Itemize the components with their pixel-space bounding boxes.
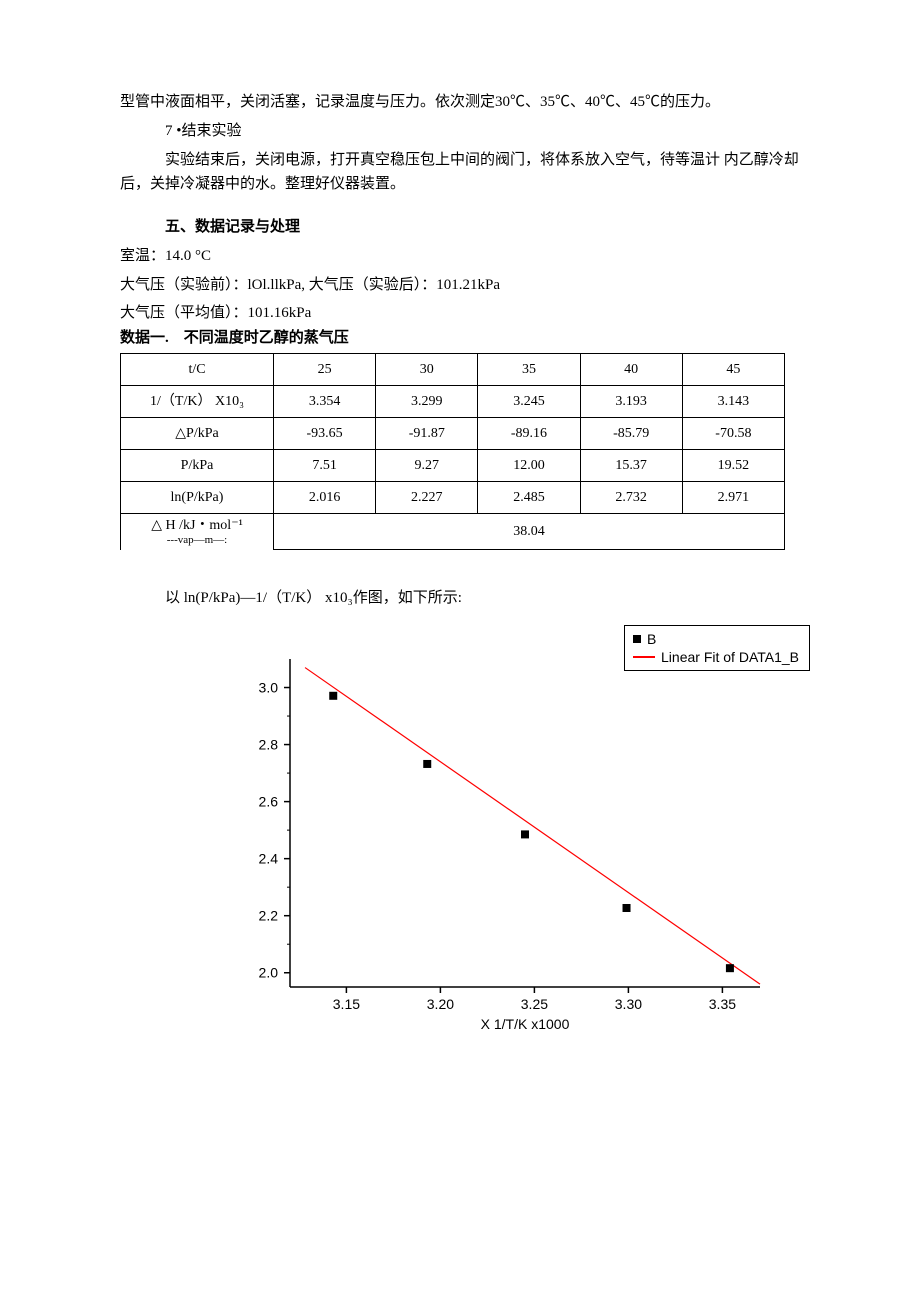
scatter-plot: 2.0 2.2 2.4 2.6 2.8 3.0 3.15 3.20 3.25 3.30 3.35 X … bbox=[220, 639, 780, 1034]
svg-text:3.35: 3.35 bbox=[709, 996, 736, 1012]
table-cell: 1/（T/K） X10₃ bbox=[121, 385, 274, 417]
svg-text:3.0: 3.0 bbox=[259, 679, 279, 695]
legend-line-icon bbox=[633, 656, 655, 658]
table-row: P/kPa7.519.2712.0015.3719.52 bbox=[121, 450, 785, 482]
table-cell: 35 bbox=[478, 353, 580, 385]
table-cell: 2.485 bbox=[478, 482, 580, 514]
table-cell: 9.27 bbox=[376, 450, 478, 482]
svg-text:2.2: 2.2 bbox=[259, 908, 279, 924]
list-item-7-title: 7 •结束实验 bbox=[120, 119, 800, 144]
table-cell: 45 bbox=[682, 353, 784, 385]
table-cell: 30 bbox=[376, 353, 478, 385]
svg-text:2.0: 2.0 bbox=[259, 965, 279, 981]
table-cell: △P/kPa bbox=[121, 417, 274, 449]
chart-legend: B Linear Fit of DATA1_B bbox=[624, 625, 810, 671]
paragraph-continued: 型管中液面相平，关闭活塞，记录温度与压力。依次测定30℃、35℃、40℃、45℃… bbox=[120, 90, 800, 115]
table-cell: 19.52 bbox=[682, 450, 784, 482]
table-caption: 数据一. 不同温度时乙醇的蒸气压 bbox=[120, 326, 800, 351]
svg-text:3.30: 3.30 bbox=[615, 996, 642, 1012]
table-cell: 25 bbox=[274, 353, 376, 385]
svg-text:3.25: 3.25 bbox=[521, 996, 548, 1012]
pressure-line: 大气压（实验前）：lOl.llkPa, 大气压（实验后）：101.21kPa bbox=[120, 273, 800, 298]
table-cell: 15.37 bbox=[580, 450, 682, 482]
room-temp-line: 室温：14.0 °C bbox=[120, 244, 800, 269]
table-cell: 3.245 bbox=[478, 385, 580, 417]
table-cell: 40 bbox=[580, 353, 682, 385]
svg-text:X 1/T/K x1000: X 1/T/K x1000 bbox=[481, 1016, 570, 1032]
table-cell: 3.193 bbox=[580, 385, 682, 417]
table-cell: 2.016 bbox=[274, 482, 376, 514]
svg-text:2.8: 2.8 bbox=[259, 737, 279, 753]
table-cell: -70.58 bbox=[682, 417, 784, 449]
table-cell: t/C bbox=[121, 353, 274, 385]
table-row: ln(P/kPa)2.0162.2272.4852.7322.971 bbox=[121, 482, 785, 514]
table-footer-value: 38.04 bbox=[274, 514, 785, 550]
table-cell: 2.732 bbox=[580, 482, 682, 514]
legend-item-fit: Linear Fit of DATA1_B bbox=[633, 648, 799, 666]
paragraph-experiment-end: 实验结束后，关闭电源，打开真空稳压包上中间的阀门，将体系放入空气，待等温计 内乙… bbox=[120, 148, 800, 198]
table-cell: 3.354 bbox=[274, 385, 376, 417]
table-cell: 3.299 bbox=[376, 385, 478, 417]
svg-text:3.15: 3.15 bbox=[333, 996, 360, 1012]
table-cell: 7.51 bbox=[274, 450, 376, 482]
svg-text:2.4: 2.4 bbox=[259, 851, 279, 867]
table-cell: 12.00 bbox=[478, 450, 580, 482]
table-footer-row: △ H /kJ・mol⁻¹---vap—m—:38.04 bbox=[121, 514, 785, 550]
legend-label-fit: Linear Fit of DATA1_B bbox=[661, 648, 799, 666]
svg-text:3.20: 3.20 bbox=[427, 996, 454, 1012]
table-row: 1/（T/K） X10₃3.3543.2993.2453.1933.143 bbox=[121, 385, 785, 417]
table-footer-label: △ H /kJ・mol⁻¹---vap—m—: bbox=[121, 514, 274, 550]
table-cell: P/kPa bbox=[121, 450, 274, 482]
table-cell: -91.87 bbox=[376, 417, 478, 449]
table-row: △P/kPa-93.65-91.87-89.16-85.79-70.58 bbox=[121, 417, 785, 449]
table-cell: 2.227 bbox=[376, 482, 478, 514]
chart-container: B Linear Fit of DATA1_B 2.02.22.42.62.83… bbox=[220, 639, 780, 1034]
table-cell: -85.79 bbox=[580, 417, 682, 449]
section-5-heading: 五、数据记录与处理 bbox=[120, 215, 800, 240]
table-cell: 3.143 bbox=[682, 385, 784, 417]
table-cell: -89.16 bbox=[478, 417, 580, 449]
svg-text:2.6: 2.6 bbox=[259, 794, 279, 810]
table-cell: 2.971 bbox=[682, 482, 784, 514]
legend-marker-icon bbox=[633, 635, 641, 643]
table-row: t/C2530354045 bbox=[121, 353, 785, 385]
legend-label-b: B bbox=[647, 630, 656, 648]
table-cell: -93.65 bbox=[274, 417, 376, 449]
table-cell: ln(P/kPa) bbox=[121, 482, 274, 514]
plot-caption: 以 ln(P/kPa)—1/（T/K） x10₃作图，如下所示: bbox=[120, 586, 800, 611]
data-table: t/C25303540451/（T/K） X10₃3.3543.2993.245… bbox=[120, 353, 785, 550]
legend-item-b: B bbox=[633, 630, 799, 648]
avg-pressure-line: 大气压（平均值）：101.16kPa bbox=[120, 301, 800, 326]
